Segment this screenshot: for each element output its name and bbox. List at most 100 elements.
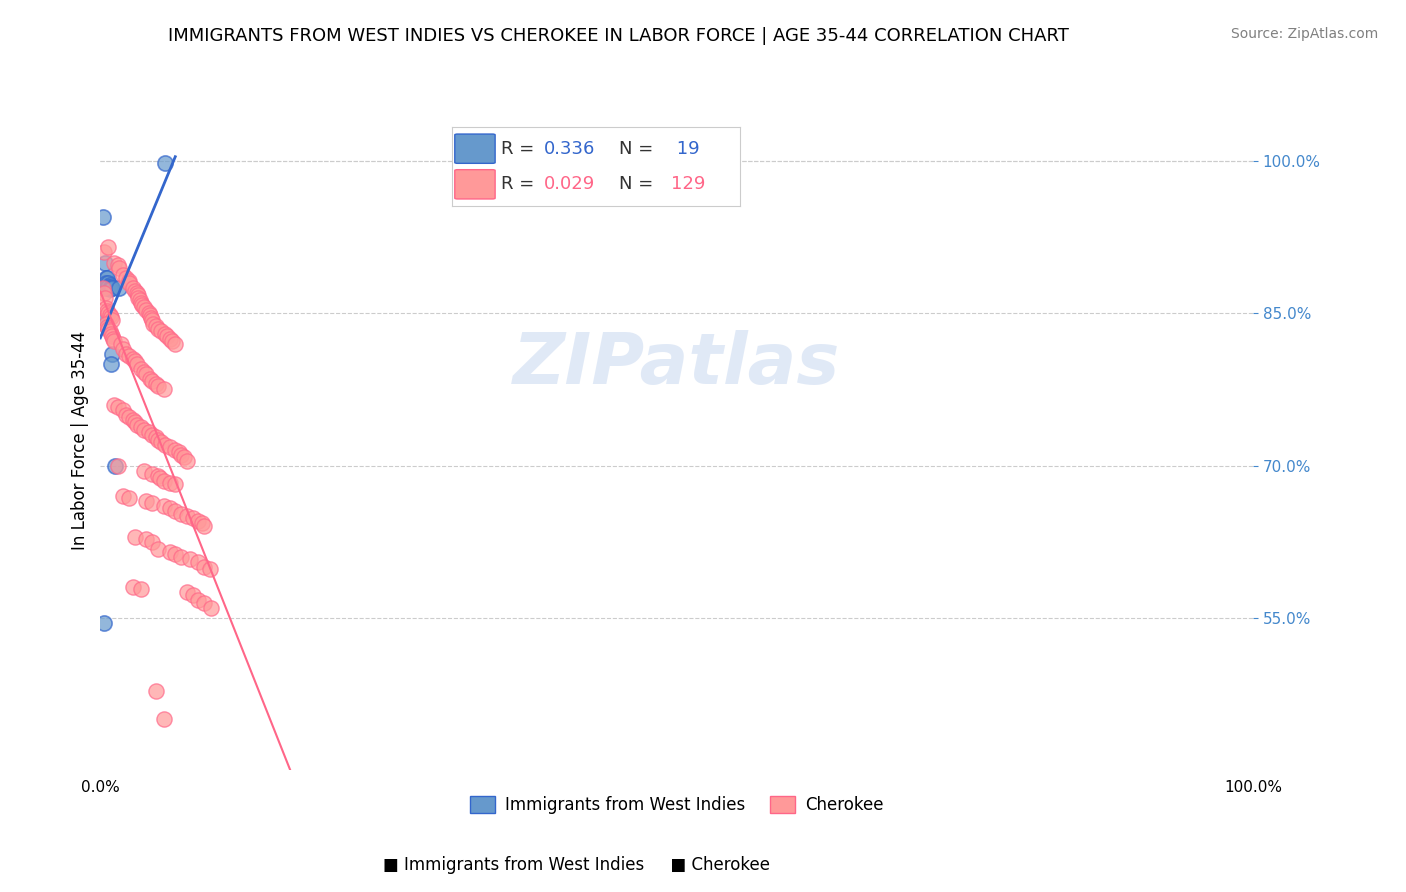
Point — [112, 268, 135, 282]
Point — [121, 413, 143, 427]
Point — [94, 301, 117, 316]
Point — [97, 280, 120, 294]
Point — [139, 311, 162, 326]
Point — [145, 683, 167, 698]
Point — [170, 449, 193, 463]
Point — [159, 501, 181, 516]
Point — [170, 549, 193, 564]
Point — [97, 321, 120, 335]
Point — [118, 276, 141, 290]
Point — [101, 281, 124, 295]
Point — [96, 319, 118, 334]
Point — [153, 326, 176, 341]
Point — [159, 440, 181, 454]
Point — [193, 519, 215, 533]
Point — [94, 276, 117, 290]
Point — [100, 326, 122, 341]
Point — [110, 336, 132, 351]
Point — [176, 453, 198, 467]
Point — [135, 368, 157, 382]
Point — [153, 156, 176, 170]
Point — [94, 271, 117, 285]
Point — [124, 530, 146, 544]
Point — [107, 258, 129, 272]
Point — [152, 383, 174, 397]
Point — [112, 342, 135, 356]
Point — [129, 582, 152, 597]
Point — [146, 321, 169, 335]
Point — [124, 284, 146, 298]
Point — [107, 281, 129, 295]
Point — [149, 471, 172, 485]
Point — [114, 271, 136, 285]
Point — [104, 458, 127, 473]
Legend: Immigrants from West Indies, Cherokee: Immigrants from West Indies, Cherokee — [463, 789, 890, 821]
Point — [141, 496, 163, 510]
Point — [150, 324, 173, 338]
Point — [97, 276, 120, 290]
Point — [135, 494, 157, 508]
Point — [165, 336, 187, 351]
Point — [191, 516, 214, 531]
Point — [193, 560, 215, 574]
Point — [101, 313, 124, 327]
Point — [107, 458, 129, 473]
Point — [101, 347, 124, 361]
Point — [129, 296, 152, 310]
Point — [142, 317, 165, 331]
Point — [176, 509, 198, 524]
Point — [176, 585, 198, 599]
Point — [100, 280, 122, 294]
Point — [193, 596, 215, 610]
Point — [134, 423, 156, 437]
Point — [107, 400, 129, 414]
Point — [96, 271, 118, 285]
Point — [127, 291, 149, 305]
Point — [179, 552, 201, 566]
Point — [121, 352, 143, 367]
Point — [156, 328, 179, 343]
Point — [141, 534, 163, 549]
Point — [93, 286, 115, 301]
Point — [200, 600, 222, 615]
Point — [98, 282, 121, 296]
Point — [98, 309, 121, 323]
Point — [98, 277, 121, 292]
Point — [138, 425, 160, 439]
Point — [141, 428, 163, 442]
Point — [118, 409, 141, 424]
Point — [118, 349, 141, 363]
Text: ZIPatlas: ZIPatlas — [513, 330, 841, 399]
Point — [170, 508, 193, 522]
Y-axis label: In Labor Force | Age 35-44: In Labor Force | Age 35-44 — [72, 331, 89, 549]
Point — [145, 318, 167, 333]
Point — [98, 324, 121, 338]
Point — [97, 306, 120, 320]
Point — [165, 547, 187, 561]
Point — [138, 306, 160, 320]
Point — [103, 398, 125, 412]
Point — [146, 468, 169, 483]
Point — [165, 443, 187, 458]
Point — [91, 210, 114, 224]
Point — [93, 615, 115, 630]
Point — [160, 334, 183, 348]
Point — [127, 357, 149, 371]
Point — [121, 281, 143, 295]
Point — [135, 303, 157, 318]
Point — [159, 332, 181, 346]
Point — [134, 464, 156, 478]
Point — [131, 298, 153, 312]
Point — [165, 504, 187, 518]
Point — [152, 474, 174, 488]
Text: IMMIGRANTS FROM WEST INDIES VS CHEROKEE IN LABOR FORCE | AGE 35-44 CORRELATION C: IMMIGRANTS FROM WEST INDIES VS CHEROKEE … — [169, 27, 1069, 45]
Point — [129, 362, 152, 376]
Point — [114, 408, 136, 422]
Point — [181, 589, 204, 603]
Point — [153, 438, 176, 452]
Point — [127, 417, 149, 432]
Point — [152, 712, 174, 726]
Point — [100, 310, 122, 325]
Point — [129, 420, 152, 434]
Text: ■ Immigrants from West Indies     ■ Cherokee: ■ Immigrants from West Indies ■ Cherokee — [382, 856, 770, 874]
